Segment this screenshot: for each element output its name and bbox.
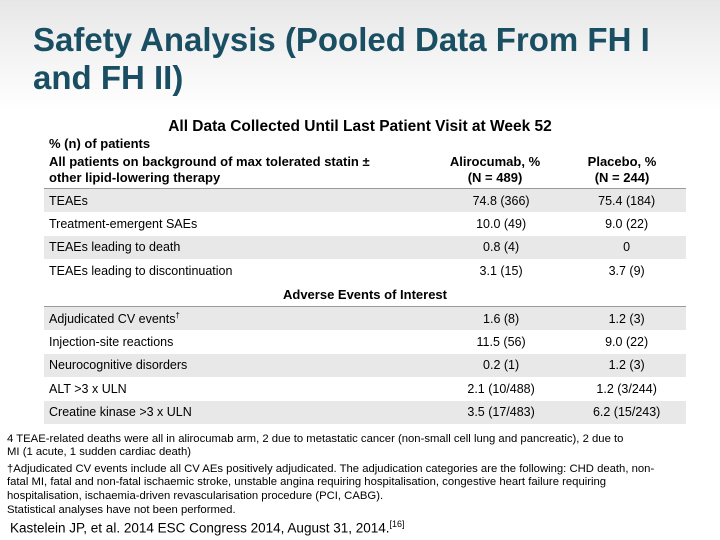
alirocumab-header-line-1: Alirocumab, % xyxy=(449,154,541,169)
alirocumab-value: 10.0 (49) xyxy=(476,217,527,232)
placebo-value: 3.7 (9) xyxy=(608,263,645,278)
table-row: Adjudicated CV events† 1.6 (8) 1.2 (3) xyxy=(44,306,686,331)
row-label: Injection-site reactions xyxy=(49,335,174,350)
table-row: ALT >3 x ULN 2.1 (10/488) 1.2 (3/244) xyxy=(44,377,686,400)
alirocumab-value: 2.1 (10/488) xyxy=(467,381,535,396)
footnote-cv-line-2: fatal MI, fatal and non-fatal ischaemic … xyxy=(7,476,607,488)
row-label: ALT >3 x ULN xyxy=(49,381,127,396)
row-label: Adjudicated CV events xyxy=(49,312,176,327)
row-label: TEAEs leading to discontinuation xyxy=(49,263,233,278)
alirocumab-value: 0.2 (1) xyxy=(434,353,568,378)
table-top-rule xyxy=(44,188,686,189)
table-row: Neurocognitive disorders 0.2 (1) 1.2 (3) xyxy=(44,353,686,378)
header-line-2: All patients on background of max tolera… xyxy=(49,154,370,169)
row-label: TEAEs leading to death xyxy=(44,235,435,260)
footnote-cv-line-3: hospitalisation, ischaemia-driven revasc… xyxy=(7,490,384,502)
footnote-deaths-line-1: 4 TEAE-related deaths were all in aliroc… xyxy=(7,433,624,445)
alirocumab-value: 3.1 (15) xyxy=(479,263,523,278)
placebo-value: 1.2 (3) xyxy=(567,306,686,331)
reference-superscript: [16] xyxy=(389,519,405,529)
placebo-value: 1.2 (3) xyxy=(567,353,686,378)
row-label: Creatine kinase >3 x ULN xyxy=(44,400,435,424)
reference-text: Kastelein JP, et al. 2014 ESC Congress 2… xyxy=(10,520,390,536)
alirocumab-value: 0.8 (4) xyxy=(434,235,568,260)
slide-title: Safety Analysis (Pooled Data From FH I a… xyxy=(33,21,650,96)
reference-citation: Kastelein JP, et al. 2014 ESC Congress 2… xyxy=(10,519,405,536)
header-line-1: % (n) of patients xyxy=(49,136,151,151)
placebo-header-line-2: (N = 244) xyxy=(594,170,650,185)
safety-table: TEAEs 74.8 (366) 75.4 (184) Treatment-em… xyxy=(44,189,686,424)
row-label: Treatment-emergent SAEs xyxy=(49,217,198,232)
section-header-row: Adverse Events of Interest xyxy=(44,282,686,307)
placebo-value: 0 xyxy=(567,235,686,260)
dagger-mark: † xyxy=(175,311,180,321)
alirocumab-header-line-2: (N = 489) xyxy=(467,170,523,185)
placebo-value: 75.4 (184) xyxy=(567,189,686,213)
table-row: TEAEs leading to discontinuation 3.1 (15… xyxy=(44,259,686,282)
row-label-cell: Adjudicated CV events† xyxy=(44,306,435,331)
table-subtitle: All Data Collected Until Last Patient Vi… xyxy=(168,118,552,135)
table-row: TEAEs 74.8 (366) 75.4 (184) xyxy=(44,189,686,213)
footnote-cv-line-1: †Adjudicated CV events include all CV AE… xyxy=(7,463,655,475)
table-row: Treatment-emergent SAEs 10.0 (49) 9.0 (2… xyxy=(44,212,686,235)
row-label: TEAEs xyxy=(44,189,435,213)
alirocumab-value: 1.6 (8) xyxy=(434,306,568,331)
alirocumab-value: 11.5 (56) xyxy=(476,335,526,350)
table-row: TEAEs leading to death 0.8 (4) 0 xyxy=(44,235,686,260)
row-label: Neurocognitive disorders xyxy=(44,353,435,378)
header-line-3: other lipid-lowering therapy xyxy=(49,170,221,185)
placebo-value: 9.0 (22) xyxy=(605,217,649,232)
footnote-statistics: Statistical analyses have not been perfo… xyxy=(7,504,236,516)
placebo-value: 6.2 (15/243) xyxy=(567,400,686,424)
placebo-header-line-1: Placebo, % xyxy=(587,154,657,169)
table-row: Creatine kinase >3 x ULN 3.5 (17/483) 6.… xyxy=(44,400,686,424)
footnote-deaths-line-2: MI (1 acute, 1 sudden cardiac death) xyxy=(7,446,191,458)
table-row: Injection-site reactions 11.5 (56) 9.0 (… xyxy=(44,330,686,353)
section-title: Adverse Events of Interest xyxy=(44,282,686,307)
alirocumab-value: 74.8 (366) xyxy=(434,189,568,213)
placebo-value: 9.0 (22) xyxy=(605,335,649,350)
alirocumab-value: 3.5 (17/483) xyxy=(434,400,568,424)
placebo-value: 1.2 (3/244) xyxy=(596,381,657,396)
title-band xyxy=(0,0,720,112)
